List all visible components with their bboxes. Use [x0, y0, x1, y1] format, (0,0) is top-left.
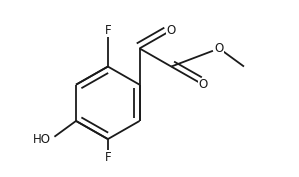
Text: F: F [105, 24, 111, 37]
Text: F: F [105, 151, 111, 164]
Text: O: O [215, 42, 224, 55]
Text: O: O [167, 24, 176, 37]
Text: HO: HO [33, 133, 51, 146]
Text: O: O [199, 78, 208, 91]
